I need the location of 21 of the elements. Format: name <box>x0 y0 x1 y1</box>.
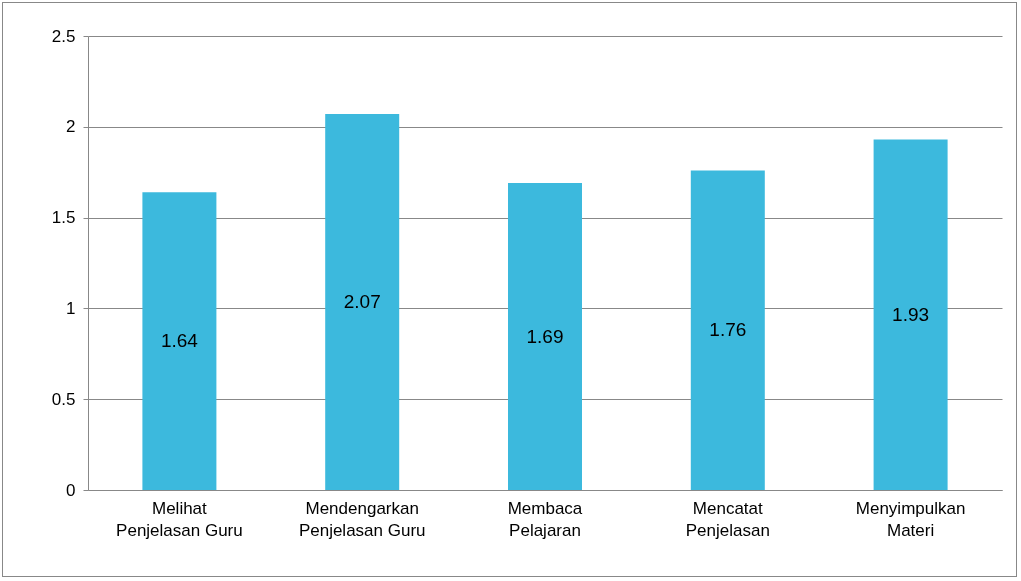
data-label: 1.64 <box>160 330 199 352</box>
bar <box>690 170 765 490</box>
x-tick-label: Melihat Penjelasan Guru <box>116 498 243 540</box>
x-tick-label: Mencatat Penjelasan <box>685 498 770 540</box>
bar <box>873 139 948 490</box>
data-label: 2.07 <box>343 291 381 313</box>
y-tick-label: 0 <box>66 480 76 500</box>
y-tick-label: 1 <box>66 298 76 318</box>
bar <box>142 192 217 490</box>
data-label: 1.76 <box>709 319 747 341</box>
y-tick-label: 1.5 <box>51 208 76 228</box>
y-tick-label: 0.5 <box>51 389 76 409</box>
x-tick-label: Menyimpulkan Materi <box>855 498 966 540</box>
x-tick-label: Mendengarkan Penjelasan Guru <box>298 498 426 540</box>
bar <box>325 114 400 490</box>
y-tick-label: 2 <box>66 117 76 137</box>
data-label: 1.93 <box>892 303 930 325</box>
bar <box>508 183 582 490</box>
y-tick-label: 2.5 <box>51 26 76 46</box>
data-label: 1.69 <box>526 325 564 347</box>
x-tick-label: Membaca Pelajaran <box>507 498 583 540</box>
